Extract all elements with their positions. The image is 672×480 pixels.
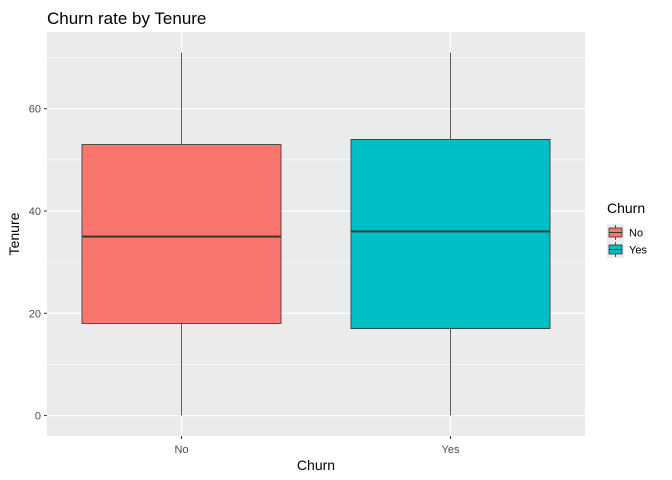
legend-label: No <box>629 228 643 240</box>
x-axis-ticks: No Yes <box>174 436 460 456</box>
y-axis-ticks: 0 20 40 60 <box>29 104 47 423</box>
y-axis-title: Tenure <box>6 212 22 255</box>
chart-title: Churn rate by Tenure <box>47 9 206 28</box>
box-rect <box>81 144 282 324</box>
box-yes <box>350 52 551 416</box>
y-tick-label: 60 <box>29 104 41 116</box>
box-rect <box>350 138 551 330</box>
legend-title: Churn <box>607 200 645 216</box>
y-tick-label: 40 <box>29 206 41 218</box>
box-no <box>81 52 282 416</box>
legend: Churn No Yes <box>607 200 647 258</box>
x-axis-title: Churn <box>297 457 335 473</box>
x-tick-label: No <box>174 444 188 456</box>
y-tick-label: 0 <box>35 411 41 423</box>
x-tick-label: Yes <box>442 444 460 456</box>
legend-label: Yes <box>629 245 647 257</box>
legend-item-yes: Yes <box>607 241 647 258</box>
legend-item-no: No <box>607 224 643 241</box>
boxes <box>81 52 551 416</box>
y-tick-label: 20 <box>29 308 41 320</box>
